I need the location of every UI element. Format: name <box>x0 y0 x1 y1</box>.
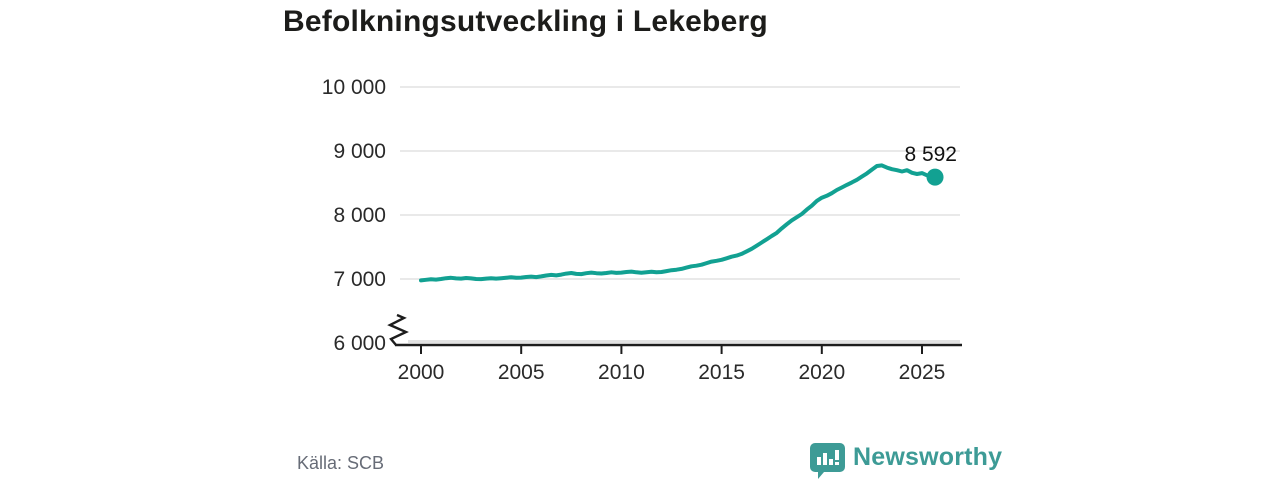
newsworthy-logo: Newsworthy <box>809 441 1002 479</box>
y-axis-tick-label: 8 000 <box>333 204 386 227</box>
y-axis-tick-label: 7 000 <box>333 268 386 291</box>
newsworthy-wordmark: Newsworthy <box>853 443 1003 471</box>
series-end-dot <box>926 168 944 186</box>
y-axis-break-icon <box>387 313 409 346</box>
x-axis-tick-label: 2000 <box>398 361 445 384</box>
x-axis-tick-label: 2020 <box>798 361 845 384</box>
y-axis-tick-label: 6 000 <box>333 332 386 355</box>
x-axis-tick-label: 2005 <box>498 361 545 384</box>
y-axis-tick-label: 10 000 <box>322 76 386 99</box>
population-line-series <box>419 163 937 283</box>
end-value-label: 8 592 <box>904 143 957 166</box>
newsworthy-logo-icon <box>810 443 845 479</box>
x-axis-tick-label: 2025 <box>899 361 946 384</box>
chart-title: Befolkningsutveckling i Lekeberg <box>283 5 768 38</box>
x-axis-tick-label: 2015 <box>698 361 745 384</box>
source-caption: Källa: SCB <box>297 453 385 473</box>
x-axis-tick-label: 2010 <box>598 361 645 384</box>
y-axis-tick-label: 9 000 <box>333 140 386 163</box>
